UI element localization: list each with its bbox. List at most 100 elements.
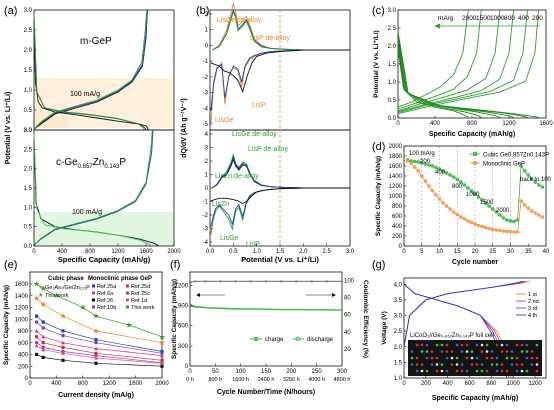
panel-e-line-1 — [36, 283, 163, 338]
panel-c-discharge-2000 — [397, 49, 469, 118]
panel-f-xtick-time: 1600 h — [232, 377, 249, 383]
panel-d-point — [501, 229, 506, 233]
panel-a-bottom-curves — [33, 129, 159, 246]
led-dot — [445, 350, 449, 353]
panel-e-ytick-label: 1000 — [15, 317, 29, 323]
panel-f-discharge-line — [190, 303, 343, 311]
panel-g-legend: 1 st2 nd3 rd4 th — [516, 292, 539, 319]
led-dot — [500, 363, 504, 366]
panel-g-ytick-label: 3.0 — [394, 314, 403, 320]
panel-b-ytick-top-label: 2 — [205, 12, 209, 18]
led-dot — [415, 369, 419, 373]
panel-d-point — [419, 174, 424, 178]
led-dot — [515, 369, 519, 373]
panel-g-xtick-label: 1000 — [507, 381, 521, 387]
panel-e-star-point: ★ — [40, 284, 47, 293]
panel-d-ann-8: back to 100 — [520, 177, 552, 183]
panel-b-top-series-5 — [210, 49, 350, 93]
panel-b-xtick-label: 0.0 — [206, 249, 215, 255]
panel-d-point — [490, 207, 495, 211]
panel-e-triangle-point — [94, 346, 98, 351]
panel-a-xtick-label: 2000 — [167, 249, 181, 255]
panel-b-top-curves — [210, 1, 350, 124]
panel-e-square-point — [35, 352, 39, 357]
panel-d-point — [487, 204, 492, 208]
panel-e-star-point: ★ — [92, 312, 99, 321]
led-dot — [420, 350, 424, 353]
panel-e-legend-marker: ★ — [38, 284, 43, 291]
panel-a-bottom-series-3 — [33, 133, 152, 246]
led-dot — [480, 350, 484, 353]
panel-b-ytick-top-label: 1 — [205, 28, 209, 34]
panel-d-point — [526, 206, 531, 210]
panel-e-xticks: 0 400 800 1200 1600 2000 — [28, 375, 169, 387]
panel-d-point — [434, 165, 438, 170]
panel-b-top-series-2 — [212, 10, 350, 51]
led-dot — [525, 356, 529, 360]
led-dot — [420, 369, 424, 373]
panel-f-xtick-time: 0 h — [186, 377, 194, 383]
panel-c-xtick-label: 400 — [430, 121, 441, 127]
panel-d-point — [441, 169, 445, 173]
panel-b-letter: (b) — [196, 5, 209, 17]
panel-a-bottom-series-2 — [33, 129, 153, 246]
panel-a-xtick-label: 800 — [85, 249, 96, 255]
panel-f-xtick-cycle: 250 — [312, 369, 323, 375]
panel-d-point — [522, 203, 527, 207]
led-dot — [490, 350, 494, 353]
panel-f-ce-point — [193, 279, 197, 283]
panel-e-legend-mono-2: Ref.26 — [97, 298, 113, 304]
panel-f-ce-point — [218, 279, 222, 283]
panel-d-letter: (d) — [372, 141, 385, 153]
led-dots — [410, 343, 539, 373]
panel-d-ytick-label: 1600 — [389, 164, 403, 170]
led-dot — [460, 350, 464, 353]
panel-d-xtick-label: 35 — [525, 249, 532, 255]
panel-g-ylabel: Voltage (V) — [381, 311, 388, 344]
panel-e-ytick-label: 600 — [18, 341, 29, 347]
panel-c-discharge-200 — [397, 31, 539, 118]
panel-d-xtick-label: 20 — [472, 249, 479, 255]
panel-e-legend-mono-4: Ref.25d — [131, 284, 150, 290]
panel-f-ce-point — [279, 279, 283, 283]
panel-d-xticks: 0 5 10 15 20 25 30 35 40 — [402, 243, 550, 255]
led-dot — [515, 343, 519, 347]
led-dot — [510, 356, 514, 360]
panel-d-point — [494, 210, 499, 214]
led-dot — [525, 369, 529, 373]
panel-g-xtick-label: 400 — [443, 381, 454, 387]
panel-d-xtick-label: 25 — [489, 249, 496, 255]
led-dot — [510, 350, 514, 353]
panel-d-point — [419, 161, 424, 165]
panel-c-ytick-label: 1.0 — [388, 80, 397, 86]
panel-d-point — [430, 188, 435, 193]
panel-c: mA/g 2000 1500 1000 800 400 200 Potential (V … — [373, 8, 553, 138]
panel-e-triangle-point — [61, 351, 65, 355]
panel-d-point — [508, 219, 513, 223]
panel-g-ytick-label: 4.0 — [394, 282, 403, 288]
led-dot — [485, 369, 489, 373]
panel-e-square-point — [35, 314, 39, 318]
panel-d-xtick-label: 15 — [454, 249, 461, 255]
panel-d-point — [405, 159, 410, 163]
panel-e-triangle-point — [34, 343, 39, 348]
panel-f-xtick-cycle: 0 — [188, 369, 192, 375]
panel-b-ann-10: LisP — [246, 241, 260, 248]
panel-f-xtick-cycle: 50 — [212, 369, 219, 375]
panel-a-yticks-top: 3.0 2.5 2.0 1.5 1.0 0.5 0.0 — [24, 8, 37, 134]
panel-d-xtick-label: 30 — [507, 249, 514, 255]
panel-d-ann-3: 400 — [435, 170, 446, 176]
panel-f-ytick-right-label: 80 — [344, 296, 351, 302]
panel-d-point — [423, 162, 428, 166]
led-dot — [485, 343, 489, 347]
panel-e-ytick-label: 400 — [18, 353, 29, 359]
panel-b-ytick-top-label: -3 — [203, 91, 209, 97]
panel-a-ytick-top-label: 1.0 — [24, 88, 33, 94]
panel-d-ytick-label: 800 — [392, 204, 403, 210]
led-dot — [455, 343, 459, 347]
panel-d-point — [409, 161, 413, 166]
panel-d-ytick-label: 1200 — [389, 184, 403, 190]
led-dot — [495, 363, 499, 366]
panel-e-legend-marker — [126, 284, 129, 288]
panel-d-point — [455, 177, 460, 182]
